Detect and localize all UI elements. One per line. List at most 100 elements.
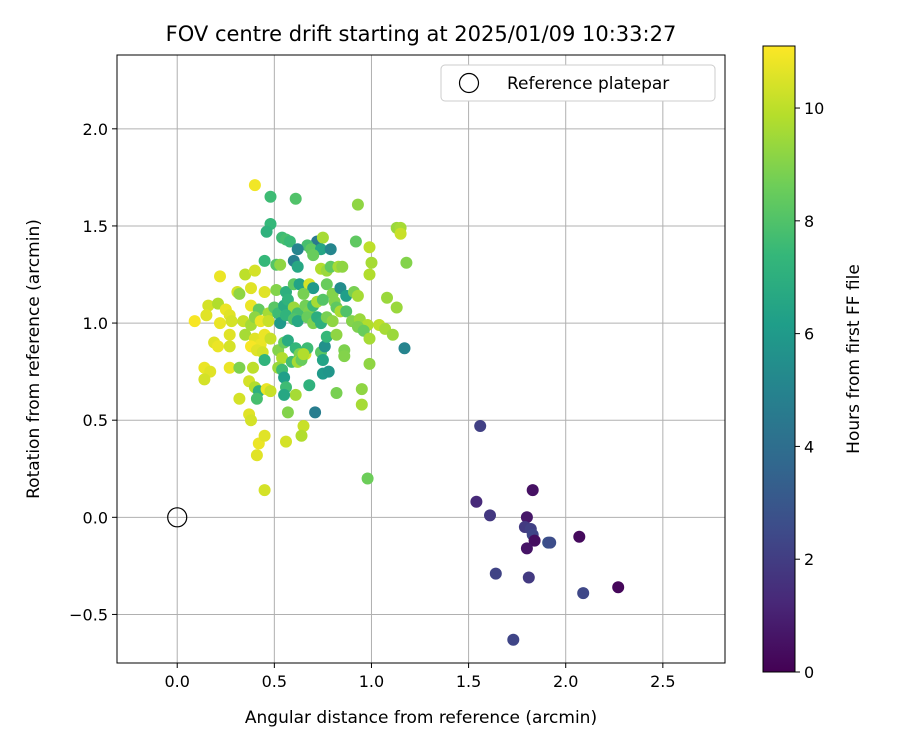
data-point xyxy=(258,484,271,497)
colorbar-tick-label: 8 xyxy=(804,212,814,231)
data-point xyxy=(349,235,362,248)
colorbar-label: Hours from first FF file xyxy=(844,264,864,454)
data-point xyxy=(202,299,215,312)
data-point xyxy=(316,293,329,306)
y-tick-label: 0.0 xyxy=(83,508,108,527)
legend: Reference platepar xyxy=(440,64,716,102)
data-point xyxy=(390,301,403,314)
data-point xyxy=(363,357,376,370)
legend-box xyxy=(440,64,716,102)
data-point xyxy=(264,190,277,203)
data-point xyxy=(281,334,294,347)
data-point xyxy=(283,235,296,248)
legend-label-reference: Reference platepar xyxy=(507,74,669,94)
data-point xyxy=(309,406,322,419)
colorbar-tick-label: 6 xyxy=(804,325,814,344)
data-points xyxy=(188,179,625,646)
data-point xyxy=(355,383,368,396)
data-point xyxy=(381,291,393,304)
data-point xyxy=(276,352,289,364)
data-point xyxy=(250,392,263,405)
x-tick-label: 0.5 xyxy=(262,672,287,691)
data-point xyxy=(351,198,364,211)
data-point xyxy=(320,278,333,291)
data-point xyxy=(307,282,320,295)
data-point xyxy=(612,581,625,594)
colorbar-tick-label: 4 xyxy=(804,437,814,456)
data-point xyxy=(239,328,252,341)
data-point xyxy=(264,385,277,398)
y-tick-label: 2.0 xyxy=(83,120,108,139)
y-tick-label: 1.0 xyxy=(83,314,108,333)
data-point xyxy=(274,258,287,271)
data-point xyxy=(278,371,291,384)
data-point xyxy=(264,332,277,345)
reference-platepar-point xyxy=(167,507,188,528)
data-point xyxy=(507,633,520,646)
plot-area xyxy=(116,54,726,664)
data-point xyxy=(250,449,263,462)
x-tick-label: 1.5 xyxy=(456,672,481,691)
data-point xyxy=(398,342,411,355)
data-point xyxy=(526,484,539,497)
data-point xyxy=(307,249,320,262)
data-point xyxy=(289,192,302,205)
data-point xyxy=(289,388,302,401)
data-point xyxy=(330,328,343,341)
y-tick-label: 1.5 xyxy=(83,217,108,236)
data-point xyxy=(223,340,236,353)
x-axis-label: Angular distance from reference (arcmin) xyxy=(245,708,597,728)
data-point xyxy=(520,511,533,524)
data-point xyxy=(233,361,246,374)
data-point xyxy=(326,315,339,328)
data-point xyxy=(258,254,271,267)
data-point xyxy=(573,530,586,543)
data-point xyxy=(247,361,259,374)
data-point xyxy=(318,340,331,353)
x-axis: 0.0 0.5 1.0 1.5 2.0 2.5 xyxy=(164,663,676,691)
data-point xyxy=(291,260,304,273)
data-point xyxy=(200,309,213,322)
chart-title: FOV centre drift starting at 2025/01/09 … xyxy=(166,22,677,46)
data-point xyxy=(297,348,310,361)
data-point xyxy=(544,536,557,549)
data-point xyxy=(386,328,399,341)
data-point xyxy=(361,472,374,485)
grid xyxy=(117,55,725,663)
colorbar-tick-label: 2 xyxy=(804,550,814,569)
data-point xyxy=(320,330,333,343)
data-point xyxy=(470,495,483,508)
data-point xyxy=(258,429,271,442)
data-point xyxy=(233,392,246,405)
data-point xyxy=(297,420,310,432)
data-point xyxy=(233,287,246,300)
data-point xyxy=(258,286,271,298)
x-tick-label: 1.0 xyxy=(359,672,384,691)
y-tick-label: −0.5 xyxy=(69,605,108,624)
plot-frame xyxy=(116,54,726,664)
plot-background xyxy=(117,55,725,663)
data-point xyxy=(340,305,353,318)
data-point xyxy=(258,354,271,366)
data-point xyxy=(214,270,226,283)
data-point xyxy=(248,264,261,277)
data-point xyxy=(363,268,376,281)
data-point xyxy=(338,350,351,363)
data-point xyxy=(297,287,310,300)
data-point xyxy=(214,317,226,330)
data-point xyxy=(400,256,413,269)
colorbar: 0 2 4 6 8 10 Hours from first FF file xyxy=(762,45,864,682)
data-point xyxy=(316,354,329,366)
data-point xyxy=(248,179,261,192)
data-point xyxy=(322,365,335,378)
data-point xyxy=(212,340,224,353)
data-point xyxy=(351,289,364,302)
y-axis-label: Rotation from reference (arcmin) xyxy=(24,219,44,499)
x-tick-label: 2.5 xyxy=(650,672,675,691)
data-point xyxy=(520,542,533,555)
x-tick-label: 2.0 xyxy=(553,672,578,691)
data-point xyxy=(363,332,376,345)
data-point xyxy=(394,227,407,240)
data-point xyxy=(324,243,337,256)
